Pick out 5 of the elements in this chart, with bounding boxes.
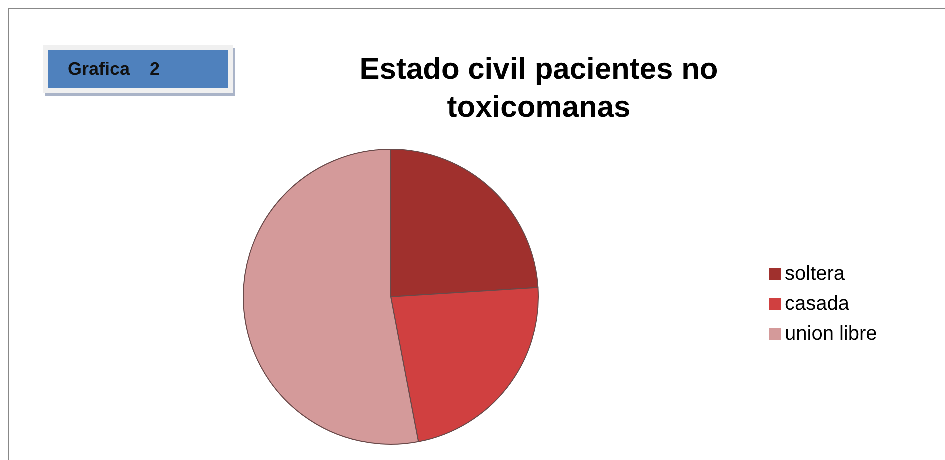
legend-label: casada (785, 292, 850, 316)
legend-label: soltera (785, 262, 846, 286)
legend-label: union libre (785, 322, 878, 346)
chart-title: Estado civil pacientes no toxicomanas (358, 52, 720, 126)
text: Grafica 2 (48, 50, 228, 88)
